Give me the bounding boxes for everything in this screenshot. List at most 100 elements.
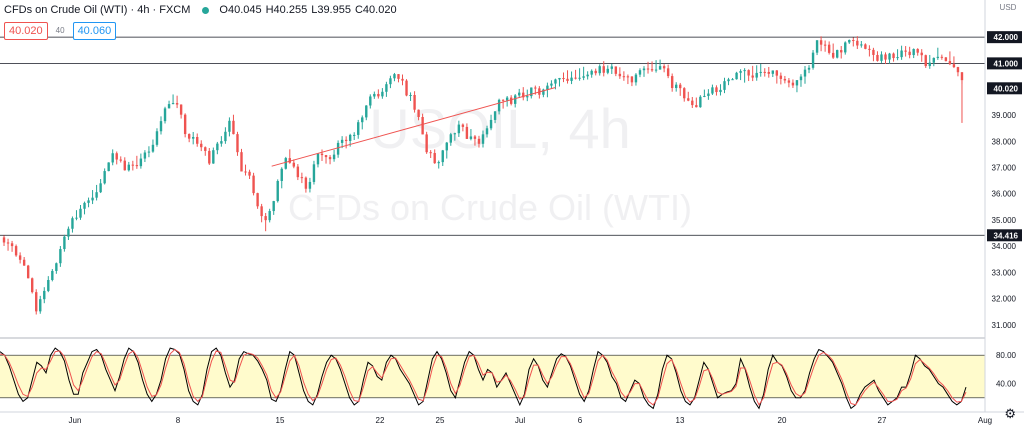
candle-body [723,81,726,90]
candle-body [167,104,171,109]
candle-body [312,164,316,182]
candle-body [751,75,754,78]
candle-body [598,66,601,74]
candle-body [405,80,408,96]
ohlc-low: L39.955 [311,4,351,16]
candle-body [582,76,585,78]
candle-body [662,66,666,69]
level-label: 41.000 [994,59,1019,68]
candle-body [763,71,766,73]
candle-body [304,177,308,189]
candle-body [18,255,22,260]
buy-button[interactable]: 40.060 [72,22,117,40]
candle-body [836,50,839,58]
candle-body [51,270,54,280]
candle-body [256,193,259,207]
candle-body [638,70,642,75]
candle-body [59,249,62,264]
y-tick-label: 31.000 [992,321,1017,330]
candle-body [546,85,549,90]
candle-body [848,40,851,43]
candle-body [795,80,799,86]
candle-body [22,259,26,266]
candle-body [908,51,911,56]
candle-body [872,49,875,55]
candle-body [614,66,618,74]
candle-body [522,92,525,98]
candle-body [453,133,457,135]
candle-body [771,70,774,74]
candle-body [236,134,239,153]
candle-body [316,153,320,165]
candle-body [175,103,179,105]
stochastic-band [0,354,985,399]
candle-body [284,158,287,169]
candle-body [670,76,674,89]
candle-body [477,138,481,144]
candle-body [268,211,271,221]
candle-body [630,76,634,83]
candle-body [107,162,110,172]
candle-body [775,70,779,76]
candle-body [373,93,376,97]
y-tick-label: 38.000 [992,137,1017,146]
gear-icon[interactable]: ⚙ [1004,406,1016,421]
candle-body [31,278,34,293]
candle-body [626,76,630,78]
candles [2,36,964,315]
candle-body [288,158,291,163]
last-price-label: 40.020 [994,84,1019,93]
candle-body [505,97,509,101]
spread-label: 40 [55,26,65,35]
candle-body [79,208,82,218]
candle-body [35,292,38,312]
x-tick-label: Aug [978,416,992,425]
candle-body [695,105,698,108]
candle-body [578,77,581,79]
candle-body [357,122,360,135]
osc-tick-label: 40.00 [996,380,1017,389]
candle-body [208,150,211,164]
stochastic-lines [0,347,967,410]
candle-body [421,116,424,135]
candle-body [755,72,758,78]
x-tick-label: Jul [515,416,525,425]
stochastic-line [0,347,967,410]
symbol-title[interactable]: CFDs on Crude Oil (WTI) · 4h · FXCM [4,4,191,16]
candle-body [163,108,167,122]
candle-body [831,52,835,58]
candle-body [654,69,658,71]
candle-body [99,183,102,193]
candle-body [743,70,746,72]
candle-body [675,84,678,89]
candle-body [642,68,646,71]
candle-body [509,97,513,104]
candle-body [493,111,497,120]
y-tick-label: 39.000 [992,111,1017,120]
candle-body [767,71,770,74]
candle-body [610,66,613,69]
candle-body [332,154,336,160]
candle-body [687,98,690,101]
candle-body [441,150,444,163]
candle-body [264,216,267,221]
y-tick-label: 35.000 [992,216,1017,225]
candle-body [179,104,183,115]
candle-body [679,84,682,89]
candle-body [119,159,122,161]
candle-body [445,142,448,151]
candle-body [361,117,364,123]
candle-body [6,242,10,244]
level-label-bg [987,57,1022,70]
level-label: 42.000 [994,33,1019,42]
candle-body [47,279,50,291]
time-axis: Jun 8 15 22 25 Jul 6 13 20 27 Aug [0,411,1024,425]
candle-body [457,124,461,134]
candle-body [819,40,823,45]
sell-button[interactable]: 40.020 [4,22,48,40]
candle-body [43,290,46,300]
candle-body [787,80,791,83]
x-tick-label: 22 [376,416,385,425]
candle-body [940,56,944,58]
